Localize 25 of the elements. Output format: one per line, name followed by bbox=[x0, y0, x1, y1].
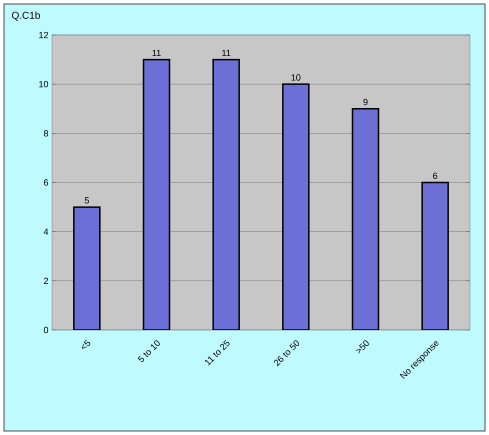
bar bbox=[212, 58, 240, 330]
bar bbox=[282, 83, 310, 330]
x-tick-label: <5 bbox=[82, 340, 90, 349]
y-tick-label: 4 bbox=[44, 228, 48, 235]
data-label: 11 bbox=[222, 50, 230, 56]
x-tick-label: >50 bbox=[356, 340, 369, 354]
data-label: 10 bbox=[292, 74, 300, 81]
data-label: 11 bbox=[152, 50, 161, 56]
y-tick-label: 10 bbox=[39, 80, 48, 88]
y-tick-label: 0 bbox=[44, 326, 48, 334]
x-tick-label: 26 to 50 bbox=[274, 340, 300, 366]
bar bbox=[73, 206, 101, 330]
y-tick-label: 8 bbox=[44, 130, 48, 136]
y-tick-label: 12 bbox=[39, 32, 48, 38]
bar bbox=[421, 182, 449, 330]
bar bbox=[352, 108, 380, 330]
data-label: 5 bbox=[84, 197, 89, 204]
chart-title: Q.C1b bbox=[12, 12, 40, 21]
bar bbox=[142, 58, 170, 330]
x-tick-label: 5 to 10 bbox=[138, 340, 160, 362]
y-tick-label: 2 bbox=[44, 278, 48, 284]
x-tick-label: 11 to 25 bbox=[205, 340, 230, 366]
y-tick-label: 6 bbox=[44, 179, 48, 186]
data-label: 6 bbox=[433, 172, 438, 179]
data-label: 9 bbox=[363, 98, 368, 106]
